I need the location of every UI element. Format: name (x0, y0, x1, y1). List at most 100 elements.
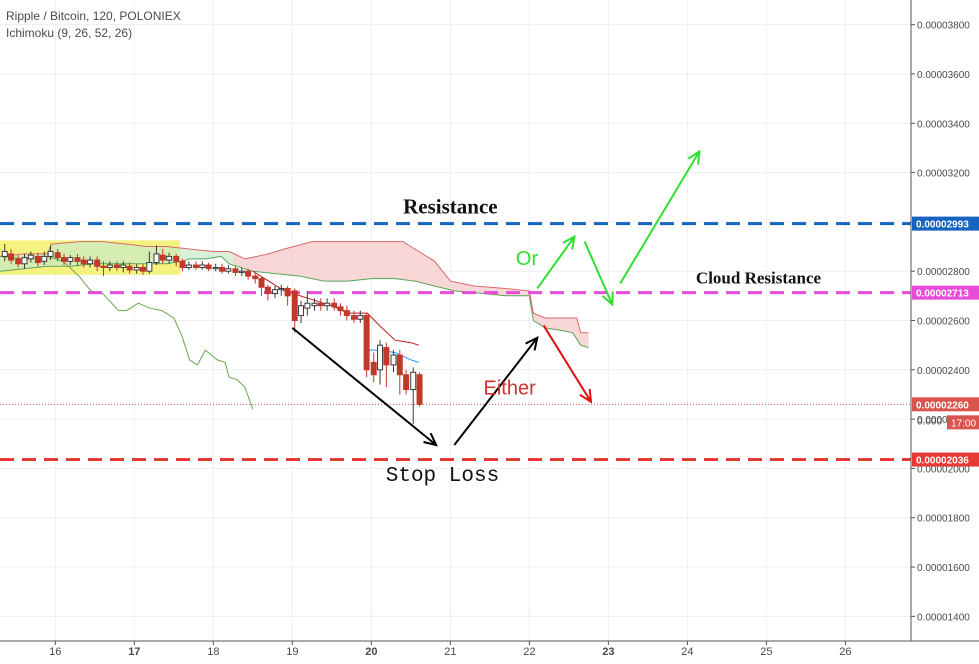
price-tick-label: 0.00003200 (917, 169, 970, 180)
candle-body (67, 257, 74, 262)
price-tick-label: 0.00002400 (917, 366, 970, 377)
chikou-span (0, 255, 254, 410)
candle-body (324, 302, 331, 307)
price-badge-label: 0.00002713 (916, 289, 969, 300)
ichimoku-cloud-bullish (0, 241, 234, 272)
candle-body (21, 257, 28, 265)
candle-body (199, 264, 206, 268)
candle-body (205, 264, 212, 270)
arrow-shaft (291, 327, 437, 446)
candle-body (245, 270, 252, 277)
price-badge (912, 452, 979, 467)
time-tick-label: 24 (681, 646, 693, 658)
candle-body (271, 289, 278, 294)
candle-body (383, 347, 390, 366)
arrow-shaft (536, 236, 576, 290)
candle-body (106, 264, 113, 268)
countdown-badge (947, 415, 979, 430)
price-tick-label: 0.00002200 (917, 415, 970, 426)
candle-body (219, 266, 226, 272)
candle-body (47, 250, 54, 257)
candle-body (410, 371, 417, 391)
arrow-shaft (542, 324, 592, 403)
price-tick-label: 0.00001600 (917, 563, 970, 574)
price-tick-label: 0.00003800 (917, 21, 970, 32)
symbol-title: Ripple / Bitcoin, 120, POLONIEX (6, 9, 181, 23)
price-tick-label: 0.00001800 (917, 514, 970, 525)
candle-body (166, 255, 173, 261)
candle-body (343, 310, 350, 317)
price-tick-label: 0.00003600 (917, 70, 970, 81)
candle-body (1, 250, 8, 257)
candle-body (258, 278, 265, 288)
price-badge (912, 397, 979, 412)
time-tick-label: 23 (602, 646, 614, 658)
arrow-shaft (619, 151, 701, 285)
price-badge-label: 0.00002260 (916, 400, 969, 411)
price-axis-panel (911, 0, 979, 659)
ichimoku-cloud-bearish (233, 241, 589, 348)
candle-body (232, 268, 239, 273)
annotation-stop-loss: Stop Loss (386, 465, 499, 488)
price-badge-label: 0.00002993 (916, 220, 969, 231)
time-tick-label: 25 (760, 646, 772, 658)
candle-body (34, 255, 41, 264)
time-tick-label: 21 (444, 646, 456, 658)
candle-body (337, 306, 344, 312)
senkou-span-b (0, 241, 589, 334)
candle-body (370, 361, 377, 376)
candle-body (331, 302, 338, 308)
senkou-span-a (0, 255, 589, 349)
candle-body (225, 268, 232, 272)
candle-body (298, 305, 305, 317)
candle-body (291, 290, 298, 321)
annotation-either: Either (483, 377, 536, 399)
candle-body (304, 302, 311, 309)
candle-body (317, 302, 324, 307)
countdown-label: 17:00 (951, 418, 976, 429)
candle-body (179, 260, 186, 268)
arrow-head (562, 234, 576, 250)
candle-body (396, 354, 403, 376)
candle-body (192, 264, 199, 268)
candle-body (41, 255, 48, 262)
annotation-or: Or (516, 248, 539, 270)
candle-body (120, 264, 127, 268)
candle-body (74, 257, 81, 262)
candle-body (252, 275, 259, 280)
price-tick-label: 0.00002000 (917, 464, 970, 475)
chart-header: Ripple / Bitcoin, 120, POLONIEX Ichimoku… (6, 8, 181, 42)
time-tick-label: 16 (49, 646, 61, 658)
kijun-sen (252, 270, 419, 346)
candle-body (126, 265, 133, 271)
candle-body (390, 354, 397, 366)
candle-body (87, 259, 94, 265)
candle-body (153, 253, 160, 264)
arrow-head (525, 335, 539, 351)
candle-body (94, 259, 101, 267)
tenkan-sen (367, 349, 419, 363)
candle-body (357, 315, 364, 320)
time-tick-label: 22 (523, 646, 535, 658)
candle-body (100, 265, 107, 268)
arrow-head (601, 291, 614, 307)
candle-body (284, 287, 291, 297)
candle-body (60, 257, 67, 262)
time-tick-label: 19 (286, 646, 298, 658)
annotation-cloud-resistance: Cloud Resistance (696, 269, 822, 288)
price-tick-label-partial: 0.000 (917, 416, 942, 427)
candle-body (264, 286, 271, 294)
candle-body (54, 252, 61, 259)
candle-body (311, 302, 318, 307)
candle-body (140, 266, 147, 272)
candle-body (15, 258, 22, 265)
candle-body (133, 266, 140, 271)
time-tick-label: 17 (128, 646, 140, 658)
candle-body (185, 264, 192, 268)
candle-body (238, 270, 245, 273)
price-badge (912, 216, 979, 231)
arrow-shaft (583, 241, 614, 305)
candle-body (8, 253, 15, 261)
